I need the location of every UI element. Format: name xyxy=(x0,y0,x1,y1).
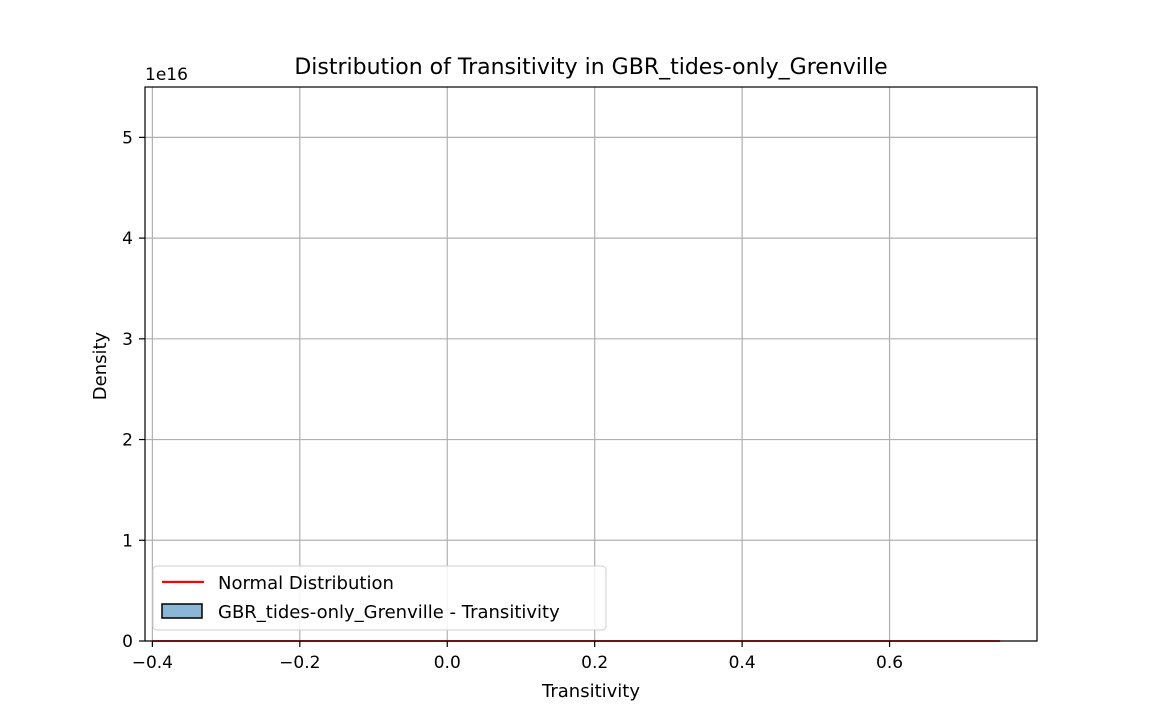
legend-label-normal-distribution: Normal Distribution xyxy=(218,573,394,594)
x-tick-label: 0.6 xyxy=(876,653,903,673)
y-axis-label: Density xyxy=(90,331,111,400)
y-tick-label: 3 xyxy=(122,330,133,350)
legend-box xyxy=(152,565,607,631)
x-tick-label: −0.2 xyxy=(279,653,320,673)
x-axis-label: Transitivity xyxy=(541,681,640,702)
y-tick-label: 4 xyxy=(122,229,133,249)
y-tick-label: 0 xyxy=(122,632,133,652)
x-tick-label: 0.2 xyxy=(581,653,608,673)
legend-patch-swatch xyxy=(161,603,203,619)
y-tick-label: 2 xyxy=(122,431,133,451)
grid-lines xyxy=(145,87,1037,642)
plot-frame xyxy=(144,86,1038,642)
chart-title: Distribution of Transitivity in GBR_tide… xyxy=(294,55,887,80)
x-tick-label: 0.0 xyxy=(434,653,461,673)
legend-label-histogram: GBR_tides-only_Grenville - Transitivity xyxy=(218,602,560,623)
y-tick-label: 5 xyxy=(122,128,133,148)
y-axis-ticks: 0 1 2 3 4 5 xyxy=(122,128,145,652)
y-axis-offset-text: 1e16 xyxy=(145,65,188,85)
legend: Normal Distribution GBR_tides-only_Grenv… xyxy=(152,565,607,631)
x-tick-label: −0.4 xyxy=(132,653,173,673)
x-tick-label: 0.4 xyxy=(729,653,756,673)
y-tick-label: 1 xyxy=(122,531,133,551)
x-axis-ticks: −0.4 −0.2 0.0 0.2 0.4 0.6 xyxy=(132,641,903,673)
